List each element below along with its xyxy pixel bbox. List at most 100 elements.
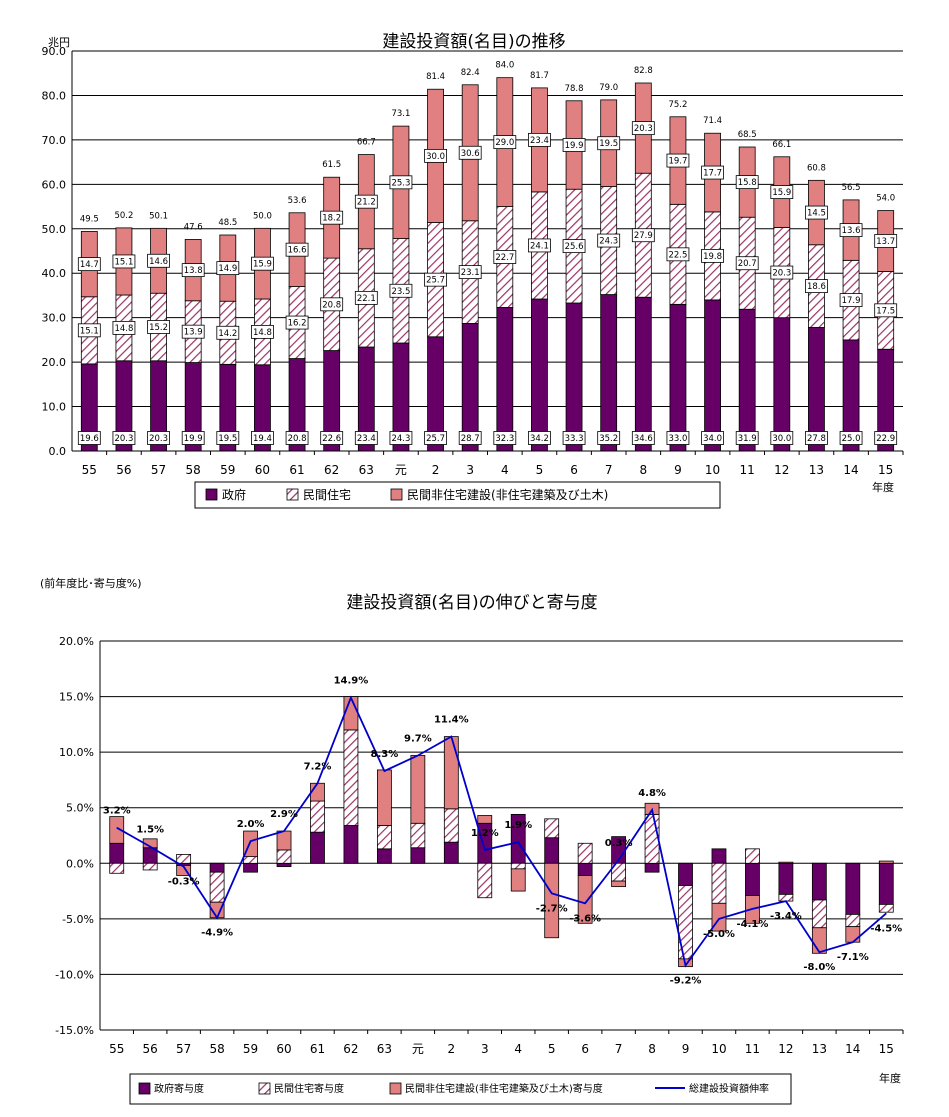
chart2-legend-label-government: 政府寄与度 — [154, 1082, 204, 1095]
chart2-bar-segment — [878, 860, 894, 864]
chart1-x-tick-label: 60 — [255, 463, 270, 477]
chart2-bar-segment — [142, 862, 158, 871]
chart1-total-label: 82.8 — [634, 66, 653, 76]
chart1-data-label: 13.8 — [184, 266, 203, 276]
chart1-data-label-box — [112, 431, 136, 445]
chart1-total-label: 84.0 — [495, 61, 514, 71]
chart2-x-tick-label: 62 — [343, 1042, 358, 1056]
chart1-x-tick-label: 61 — [289, 463, 304, 477]
chart1-data-label: 35.2 — [599, 434, 618, 444]
chart1-data-label-box — [112, 254, 136, 269]
chart2-bar-segment — [410, 755, 426, 824]
chart1-data-label-box — [181, 324, 205, 339]
chart2-legend-swatch-private-nonhousing — [389, 1082, 402, 1095]
chart1-data-label: 15.8 — [738, 178, 757, 188]
chart1-data-label-box — [805, 279, 828, 294]
chart2-bar-segment — [477, 815, 493, 824]
chart1-data-label-box — [735, 256, 759, 271]
chart2-growth-label: 3.2% — [103, 806, 131, 817]
chart1-data-label-box — [216, 431, 240, 445]
chart2-x-tick-label: 11 — [745, 1042, 760, 1056]
chart2-x-tick-label: 15 — [879, 1042, 894, 1056]
chart2-bar-segment — [310, 782, 325, 802]
chart1-data-label: 15.9 — [253, 260, 272, 270]
chart2-x-tick-label: 9 — [682, 1042, 690, 1056]
chart2-growth-label: 0.3% — [605, 838, 633, 849]
chart1-y-tick-label: 10.0 — [42, 401, 67, 414]
chart2-bar-segment — [811, 899, 827, 929]
chart1-data-label-box — [701, 248, 724, 263]
chart1-data-label: 23.4 — [357, 434, 376, 444]
chart2-bar-segment — [577, 862, 593, 876]
chart1-data-label: 23.1 — [461, 268, 480, 278]
chart1-data-label-box — [251, 256, 274, 271]
chart1-x-tick-label: 63 — [359, 463, 374, 477]
chart2-bar-segment — [544, 818, 560, 839]
chart2-bar-segment — [845, 862, 861, 915]
chart1-total-label: 54.0 — [876, 194, 895, 204]
chart1-data-label: 13.7 — [876, 237, 895, 247]
chart1-bar-segment — [704, 299, 721, 452]
chart2-bar-segment — [176, 853, 192, 864]
chart1-legend-swatch-government — [205, 488, 218, 501]
chart1-x-tick-label: 56 — [116, 463, 131, 477]
chart2-x-tick-label: 58 — [209, 1042, 224, 1056]
chart1-data-label-box — [562, 431, 586, 445]
chart1-data-label-box — [389, 431, 413, 445]
chart2-bar-segment — [745, 862, 760, 896]
chart1-data-label-box — [181, 431, 205, 445]
chart2-growth-label: 2.0% — [237, 819, 265, 830]
chart1-data-label-box — [735, 175, 759, 190]
chart1-data-label-box — [147, 253, 170, 268]
chart1-data-label-box — [147, 431, 170, 445]
chart1-data-label-box — [701, 431, 724, 445]
chart1-data-label: 25.7 — [426, 434, 445, 444]
chart1-data-label: 19.5 — [599, 139, 618, 149]
chart1-data-label-box — [770, 185, 794, 200]
chart1-legend-label-private-nonhousing: 民間非住宅建設(非住宅建築及び土木) — [407, 487, 608, 502]
chart1-x-tick-label: 57 — [151, 463, 166, 477]
chart2-bar-segment — [276, 830, 292, 851]
chart2-bar-segment — [376, 769, 392, 826]
chart1-x-tick-label: 4 — [501, 463, 509, 477]
chart2-bar-segment — [811, 862, 827, 901]
chart1-data-label: 22.5 — [668, 250, 687, 260]
chart1-x-tick-label: 58 — [186, 463, 201, 477]
growth-contribution-chart: (前年度比･寄与度%) 建設投資額(名目)の伸びと寄与度 年度 3.2% 1.5%… — [40, 576, 904, 1105]
chart1-bar-segment — [600, 294, 618, 452]
chart2-bar-segment — [443, 808, 459, 843]
chart1-data-label-box — [216, 261, 240, 276]
chart2-bar-segment — [678, 885, 693, 960]
chart1-data-label-box — [389, 283, 413, 298]
chart2-y-tick-label: 20.0% — [59, 635, 94, 648]
chart1-data-label: 22.9 — [876, 434, 895, 444]
chart1-data-label-box — [666, 247, 690, 262]
chart1-data-label: 30.0 — [426, 152, 445, 162]
chart1-x-tick-label: 5 — [536, 463, 544, 477]
chart1-x-tick-label: 13 — [809, 463, 824, 477]
chart2-title: 建設投資額(名目)の伸びと寄与度 — [346, 593, 597, 613]
chart1-bar-segment — [634, 296, 652, 452]
chart1-data-label-box — [597, 431, 621, 445]
chart1-data-label-box — [320, 431, 344, 445]
chart2-x-axis-label: 年度 — [879, 1071, 901, 1085]
chart1-data-label-box — [251, 431, 274, 445]
chart2-bar-segment — [109, 862, 125, 874]
chart1-x-tick-label: 62 — [324, 463, 339, 477]
chart1-y-tick-label: 60.0 — [42, 178, 67, 191]
chart2-bar-segment — [544, 837, 560, 864]
chart2-x-tick-label: 57 — [176, 1042, 191, 1056]
chart2-bars — [109, 696, 894, 968]
chart1-y-tick-label: 0.0 — [49, 445, 67, 458]
chart1-data-label: 14.6 — [149, 257, 168, 267]
chart1-total-label: 71.4 — [703, 116, 722, 126]
chart2-data-labels: 3.2% 1.5% -0.3% -4.9% 2.0% 2.9% 7.2% 14.9% 8.3% 9… — [103, 676, 902, 987]
chart1-data-label-box — [805, 431, 828, 445]
chart1-data-label-box — [597, 136, 621, 151]
chart1-data-label-box — [493, 250, 517, 264]
chart1-data-label-box — [354, 290, 378, 305]
chart2-growth-label: -3.4% — [770, 911, 802, 922]
chart1-data-label: 14.5 — [807, 209, 826, 219]
chart1-data-label-box — [874, 303, 898, 318]
